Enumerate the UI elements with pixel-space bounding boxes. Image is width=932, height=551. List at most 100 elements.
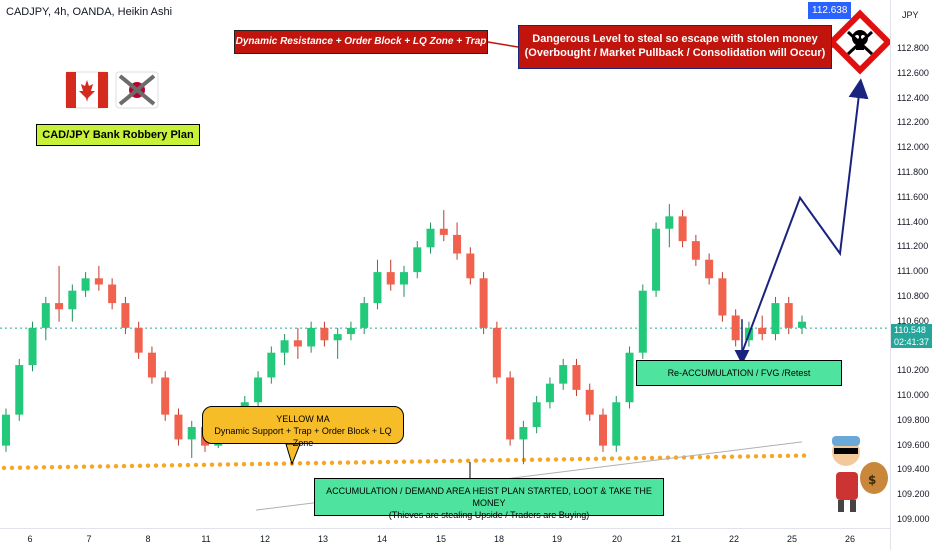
ma-dot (185, 462, 191, 468)
ma-dot (401, 459, 407, 464)
ma-dot (1, 465, 7, 471)
ma-dot (537, 457, 543, 462)
time-tick: 6 (27, 534, 33, 544)
ma-dot (393, 459, 399, 465)
ma-dot (113, 464, 119, 469)
candle-body (731, 315, 740, 341)
time-tick: 20 (611, 534, 623, 544)
resistance-text: Dynamic Resistance + Order Block + LQ Zo… (235, 36, 487, 69)
candle-body (532, 402, 541, 428)
chart-area[interactable]: $ CADJPY, 4h, OANDA, Heikin Ashi CAD/JPY… (0, 0, 893, 528)
ma-dot (121, 463, 127, 469)
candle-body (652, 228, 661, 291)
price-scale[interactable]: 109.000 109.200 109.400 109.600 109.800 110.0… (890, 0, 932, 550)
reaccumulation-annotation: Re-ACCUMULATION / FVG /Retest (636, 360, 842, 386)
ma-dot (177, 463, 183, 468)
ma-dot (553, 457, 559, 462)
candle-body (386, 272, 395, 285)
thief-mascot-icon: $ (832, 436, 888, 512)
ma-dot (161, 463, 167, 468)
candle-body (174, 414, 183, 440)
candle-body (585, 389, 594, 415)
ma-dot (785, 453, 791, 458)
chart-header-title: CADJPY, 4h, OANDA, Heikin Ashi (6, 6, 173, 18)
ma-dot (25, 465, 31, 470)
candle-body (134, 327, 143, 353)
ma-dot (313, 460, 319, 466)
time-tick: 8 (145, 534, 151, 544)
time-scale[interactable]: 6 7 8 11 12 13 14 15 18 19 20 21 22 25 26 (0, 528, 890, 551)
ma-dot (793, 453, 799, 458)
ma-dot (105, 464, 111, 469)
ma-dot (49, 464, 55, 470)
ma-dot (641, 455, 647, 461)
ma-dot (489, 458, 495, 463)
candle-body (612, 402, 621, 446)
time-tick: 21 (670, 534, 682, 544)
canada-flag-icon (65, 71, 109, 109)
ma-dot (633, 455, 639, 461)
ma-dot (321, 460, 327, 466)
ma-dot (513, 457, 519, 463)
ma-dot (705, 454, 711, 460)
accumulation-annotation: ACCUMULATION / DEMAND AREA HEIST PLAN ST… (314, 478, 664, 520)
time-tick: 22 (728, 534, 740, 544)
ma-dot (585, 456, 591, 462)
candle-body (187, 427, 196, 440)
candle-body (293, 340, 302, 347)
price-tick: 111.000 (897, 266, 929, 277)
candle-body (346, 327, 355, 335)
ma-dot (225, 462, 231, 467)
ma-dot (593, 456, 599, 461)
candle-body (718, 278, 727, 316)
currency-label: JPY (902, 10, 919, 20)
candle-body (492, 327, 501, 378)
price-tick: 112.600 (897, 67, 929, 78)
price-tick: 111.200 (897, 241, 929, 252)
plan-label: CAD/JPY Bank Robbery Plan (36, 124, 200, 146)
price-tick: 109.200 (897, 489, 930, 500)
candle-body (638, 290, 647, 353)
danger-skull-icon (827, 9, 893, 75)
ma-dot (417, 459, 423, 464)
ma-dot (649, 455, 655, 461)
time-tick: 13 (317, 534, 329, 544)
time-tick: 11 (201, 534, 211, 544)
ma-dot (769, 453, 775, 459)
price-tick: 110.800 (897, 290, 929, 301)
ma-dot (361, 460, 367, 465)
candle-body (400, 272, 408, 285)
candle-body (771, 303, 780, 335)
ma-dot (545, 457, 551, 462)
price-tick: 112.800 (897, 43, 929, 53)
resistance-connector (487, 41, 519, 48)
candle-body (413, 247, 422, 273)
time-tick: 25 (786, 534, 798, 544)
ma-dot (297, 461, 303, 466)
ma-dot (777, 453, 783, 459)
ma-dot (345, 460, 351, 465)
candle-body (2, 414, 10, 446)
candle-body (572, 365, 581, 390)
time-tick: 19 (551, 534, 563, 544)
candle-body (161, 377, 170, 415)
ma-dot (465, 458, 471, 463)
accumulation-text-line1: ACCUMULATION / DEMAND AREA HEIST PLAN ST… (326, 486, 652, 508)
accumulation-text-line2: (Thieves are stealing Upside / Traders a… (388, 510, 590, 520)
last-price-label: 110.548 (891, 324, 932, 336)
candle-body (519, 427, 528, 440)
candle-body (147, 352, 156, 378)
ma-dot (801, 453, 807, 458)
ma-dot (129, 463, 135, 469)
ma-dot (681, 455, 687, 460)
ma-dot (41, 465, 47, 470)
danger-annotation: Dangerous Level to steal so escape with … (518, 25, 832, 69)
candle-body (691, 241, 700, 260)
ma-dot (337, 460, 343, 465)
ma-dot (737, 454, 743, 459)
price-tick: 109.400 (897, 464, 930, 475)
candle-body (360, 303, 369, 328)
ma-dot (257, 461, 263, 467)
ma-dot (353, 460, 359, 465)
ma-dot (497, 458, 503, 463)
